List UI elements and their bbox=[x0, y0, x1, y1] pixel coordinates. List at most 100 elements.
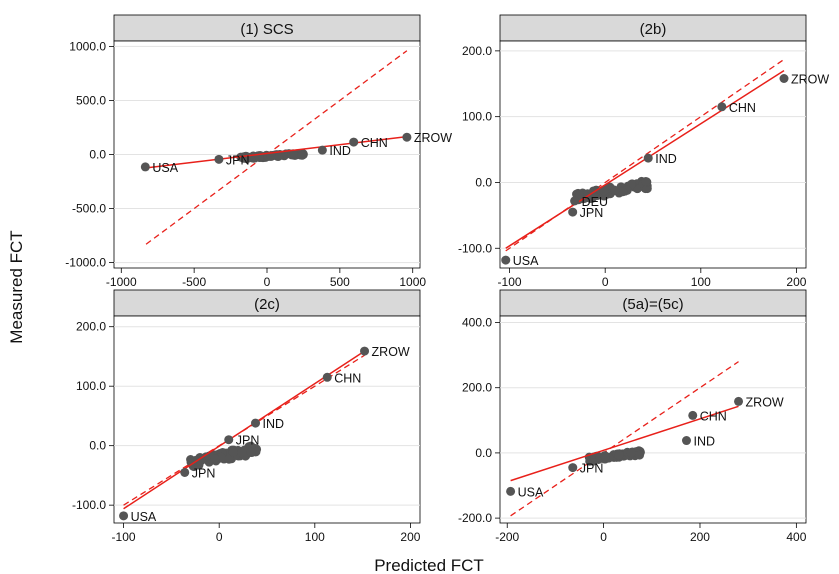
point-cluster bbox=[572, 176, 652, 205]
data-point bbox=[568, 207, 578, 217]
x-tick-label: -100 bbox=[498, 275, 522, 289]
chart-panel-2: (2b) -100.0 0.0 100.0 200.0 -100 0 100 200 USA JPN… bbox=[458, 14, 829, 289]
diagonal-line bbox=[510, 361, 739, 517]
y-tick-label: 200.0 bbox=[462, 44, 492, 58]
point-label: USA bbox=[131, 510, 157, 524]
y-tick-label: 0.0 bbox=[475, 175, 492, 189]
point-label: USA bbox=[152, 161, 178, 175]
panel-title: (2b) bbox=[640, 21, 667, 38]
data-point bbox=[575, 190, 585, 200]
y-tick-label: 400.0 bbox=[462, 316, 492, 330]
data-point bbox=[210, 454, 220, 464]
data-point bbox=[570, 196, 580, 206]
data-point bbox=[228, 447, 238, 457]
data-point bbox=[599, 186, 609, 196]
panel-header bbox=[499, 289, 807, 317]
data-point bbox=[251, 418, 261, 428]
x-tick-label: 100 bbox=[305, 530, 325, 544]
data-point bbox=[642, 184, 652, 194]
data-point bbox=[568, 463, 578, 473]
y-tick-label: 0.0 bbox=[89, 148, 106, 162]
data-point bbox=[246, 447, 256, 457]
data-point bbox=[626, 448, 636, 458]
y-tick-label: -1000.0 bbox=[65, 256, 106, 270]
y-tick-label: 200.0 bbox=[462, 381, 492, 395]
point-label: ZROW bbox=[372, 345, 410, 359]
data-point bbox=[717, 102, 727, 112]
y-tick-label: 1000.0 bbox=[69, 39, 106, 53]
data-point bbox=[635, 450, 645, 460]
data-point bbox=[643, 153, 653, 163]
plot-area bbox=[113, 315, 421, 524]
point-label: JPN bbox=[192, 466, 216, 480]
data-point bbox=[600, 452, 610, 462]
panel-header bbox=[499, 14, 807, 42]
data-point bbox=[501, 255, 511, 265]
data-point bbox=[779, 74, 789, 84]
data-point bbox=[214, 154, 224, 164]
y-tick-label: -500.0 bbox=[72, 202, 106, 216]
data-point bbox=[273, 152, 283, 162]
point-cluster bbox=[186, 441, 262, 472]
point-label: ZROW bbox=[791, 73, 829, 87]
data-point bbox=[610, 185, 620, 195]
data-point bbox=[237, 448, 247, 458]
data-point bbox=[266, 151, 276, 161]
data-point bbox=[224, 435, 234, 445]
x-tick-label: 0 bbox=[602, 275, 609, 289]
x-tick-label: 0 bbox=[600, 530, 607, 544]
y-tick-label: 0.0 bbox=[475, 446, 492, 460]
data-point bbox=[641, 176, 651, 186]
panel-header bbox=[113, 289, 421, 317]
data-point bbox=[349, 137, 359, 147]
x-tick-label: 100 bbox=[691, 275, 711, 289]
point-label: CHN bbox=[700, 409, 727, 423]
point-label: ZROW bbox=[414, 131, 452, 145]
panel-title: (2c) bbox=[254, 296, 280, 313]
data-point bbox=[317, 145, 327, 155]
point-label: JPN bbox=[236, 434, 260, 448]
panel-header bbox=[113, 14, 421, 42]
data-point bbox=[180, 467, 190, 477]
fit-line bbox=[145, 135, 407, 169]
data-point bbox=[688, 410, 698, 420]
y-tick-label: -100.0 bbox=[72, 498, 106, 512]
point-label: IND bbox=[655, 152, 677, 166]
point-label: USA bbox=[518, 485, 544, 499]
data-point bbox=[188, 456, 198, 466]
x-axis-title: Predicted FCT bbox=[374, 556, 484, 574]
x-tick-label: -100 bbox=[112, 530, 136, 544]
point-label: IND bbox=[329, 144, 351, 158]
x-tick-label: 1000 bbox=[399, 275, 426, 289]
x-tick-label: 200 bbox=[690, 530, 710, 544]
data-point bbox=[140, 162, 150, 172]
chart-panel-4: (5a)=(5c) -200.0 0.0 200.0 400.0 -200 0 200 400 U… bbox=[458, 289, 807, 544]
y-tick-label: 100.0 bbox=[462, 110, 492, 124]
x-tick-label: 200 bbox=[400, 530, 420, 544]
point-label: USA bbox=[513, 254, 539, 268]
chart-panel-3: (2c) -100.0 0.0 100.0 200.0 -100 0 100 200 USA JPN… bbox=[72, 289, 421, 544]
x-tick-label: 500 bbox=[330, 275, 350, 289]
y-tick-label: 500.0 bbox=[76, 93, 106, 107]
y-tick-label: 0.0 bbox=[89, 439, 106, 453]
data-point bbox=[322, 372, 332, 382]
y-tick-label: 200.0 bbox=[76, 320, 106, 334]
y-tick-label: -200.0 bbox=[458, 511, 492, 525]
point-label: CHN bbox=[361, 136, 388, 150]
point-label: IND bbox=[263, 417, 285, 431]
x-tick-label: -1000 bbox=[106, 275, 137, 289]
data-point bbox=[119, 511, 129, 521]
point-label: JPN bbox=[580, 206, 604, 220]
y-tick-label: -100.0 bbox=[458, 241, 492, 255]
panel-title: (1) SCS bbox=[240, 21, 293, 38]
point-label: JPN bbox=[580, 462, 604, 476]
diagonal-line bbox=[145, 50, 408, 245]
point-label: DEU bbox=[582, 195, 608, 209]
panel-group: (1) SCS-1000.0-500.00.0500.01000.0-1000-… bbox=[65, 14, 829, 544]
data-point bbox=[506, 486, 516, 496]
data-point bbox=[289, 149, 299, 159]
y-axis-title: Measured FCT bbox=[7, 230, 26, 343]
x-tick-label: 0 bbox=[264, 275, 271, 289]
data-point bbox=[618, 187, 628, 197]
